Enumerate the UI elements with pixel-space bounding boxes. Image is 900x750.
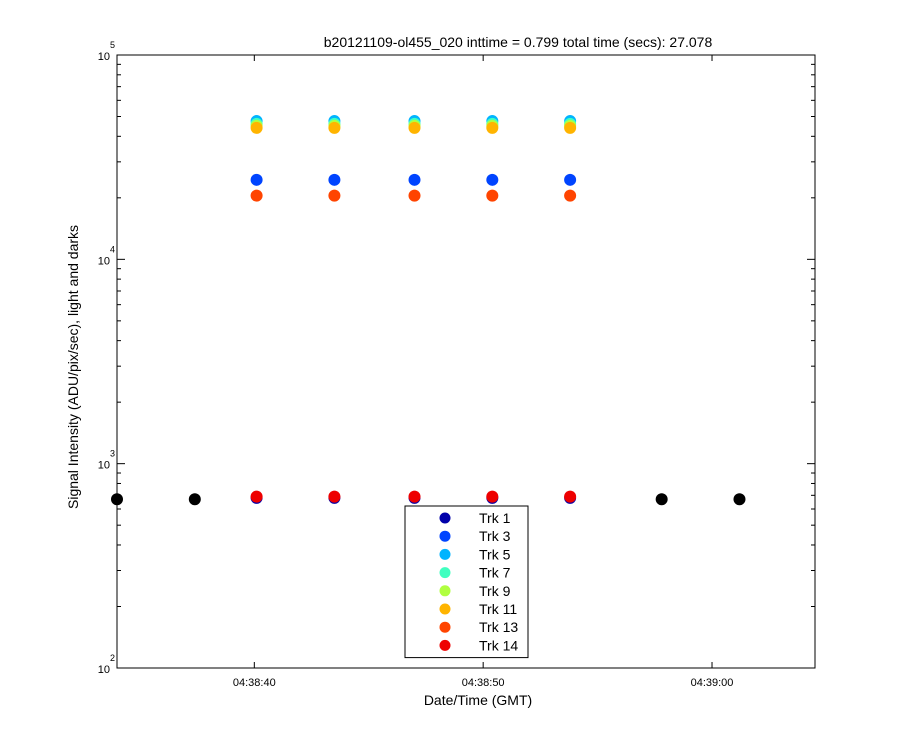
y-tick-exponent: 3: [110, 449, 115, 459]
legend-marker: [439, 621, 451, 633]
y-tick-base: 10: [98, 664, 110, 676]
legend-label: Trk 13: [479, 619, 518, 635]
y-tick-base: 10: [98, 460, 110, 472]
y-axis-label: Signal Intensity (ADU/pix/sec), light an…: [65, 225, 81, 509]
point-trk-14: [486, 490, 499, 503]
legend-box: [404, 505, 529, 659]
point-trk-13: [564, 189, 577, 202]
y-tick-exponent: 5: [110, 40, 115, 50]
legend-marker: [439, 548, 451, 560]
legend-marker: [439, 639, 451, 651]
y-tick-base: 10: [98, 255, 110, 267]
plot-frame: [116, 54, 816, 669]
point-trk-14: [408, 490, 421, 503]
y-tick-label: 105: [98, 40, 115, 63]
point-trk-13: [408, 189, 421, 202]
point-trk-11: [250, 121, 263, 134]
legend-label: Trk 1: [479, 510, 511, 526]
point-trk-11: [408, 121, 421, 134]
data-points: [111, 115, 746, 506]
point-trk-14: [250, 490, 263, 503]
legend-label: Trk 11: [479, 601, 517, 617]
point-trk-14: [564, 490, 577, 503]
point-trk-11: [328, 121, 341, 134]
dark-point: [655, 493, 668, 506]
point-trk-13: [486, 189, 499, 202]
point-trk-13: [328, 189, 341, 202]
point-trk-13: [250, 189, 263, 202]
point-trk-3: [564, 173, 577, 186]
legend-label: Trk 14: [479, 637, 518, 653]
legend-label: Trk 9: [479, 583, 511, 599]
dark-point: [733, 493, 746, 506]
legend-marker: [439, 585, 451, 597]
x-tick-label: 04:38:50: [462, 677, 505, 689]
dark-point: [188, 493, 201, 506]
legend-label: Trk 3: [479, 528, 511, 544]
legend-marker: [439, 512, 451, 524]
legend-label: Trk 5: [479, 546, 511, 562]
legend-marker: [439, 567, 451, 579]
point-trk-11: [564, 121, 577, 134]
x-tick-label: 04:39:00: [691, 677, 734, 689]
point-trk-11: [486, 121, 499, 134]
x-axis-label: Date/Time (GMT): [424, 692, 532, 708]
chart-title: b20121109-ol455_020 inttime = 0.799 tota…: [324, 34, 713, 50]
y-tick-exponent: 4: [110, 244, 115, 254]
point-trk-3: [250, 173, 263, 186]
legend-marker: [439, 603, 451, 615]
legend-label: Trk 7: [479, 565, 511, 581]
y-tick-base: 10: [98, 51, 110, 63]
y-tick-exponent: 2: [110, 653, 115, 663]
y-tick-label: 103: [98, 449, 115, 472]
point-trk-3: [486, 173, 499, 186]
legend-marker: [439, 530, 451, 542]
point-trk-14: [328, 490, 341, 503]
legend: Trk 1 Trk 3 Trk 5 Trk 7 Trk 9 Trk 11 Trk 13 Trk…: [404, 505, 529, 659]
y-tick-label: 104: [98, 244, 115, 267]
dark-point: [111, 493, 123, 506]
y-tick-label: 102: [98, 653, 115, 676]
point-trk-3: [328, 173, 341, 186]
point-trk-3: [408, 173, 421, 186]
x-tick-labels: 04:38:40 04:38:50 04:39:00: [233, 677, 734, 689]
x-tick-label: 04:38:40: [233, 677, 276, 689]
plot-axes: [116, 54, 816, 669]
